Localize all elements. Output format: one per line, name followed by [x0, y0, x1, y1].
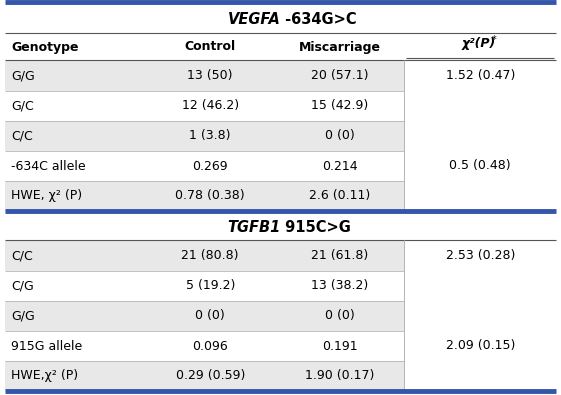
Bar: [5, 214, 556, 240]
Bar: [404, 91, 556, 121]
Text: 13 (38.2): 13 (38.2): [311, 280, 369, 293]
Text: χ²(P): χ²(P): [461, 38, 495, 51]
Text: 2.6 (0.11): 2.6 (0.11): [309, 190, 370, 203]
Text: 1.52 (0.47): 1.52 (0.47): [445, 70, 515, 83]
Bar: [5, 331, 404, 361]
Bar: [5, 5, 556, 33]
Text: G/G: G/G: [11, 310, 35, 322]
Text: 0.191: 0.191: [322, 339, 357, 352]
Text: C/C: C/C: [11, 250, 33, 263]
Bar: [404, 271, 556, 301]
Text: 0.5 (0.48): 0.5 (0.48): [449, 160, 511, 173]
Text: VEGFA: VEGFA: [228, 11, 280, 26]
Text: -634G>C: -634G>C: [280, 11, 357, 26]
Text: HWE, χ² (P): HWE, χ² (P): [11, 190, 82, 203]
Bar: [404, 61, 556, 91]
Text: 0.269: 0.269: [192, 160, 228, 173]
Bar: [404, 361, 556, 391]
Text: 1 (3.8): 1 (3.8): [190, 130, 231, 143]
Text: 21 (61.8): 21 (61.8): [311, 250, 369, 263]
Bar: [404, 301, 556, 331]
Text: HWE,χ² (P): HWE,χ² (P): [11, 369, 78, 382]
Text: G/G: G/G: [11, 70, 35, 83]
Text: 2.09 (0.15): 2.09 (0.15): [445, 339, 515, 352]
Text: 5 (19.2): 5 (19.2): [186, 280, 235, 293]
Text: 915C>G: 915C>G: [280, 220, 351, 235]
Text: C/C: C/C: [11, 130, 33, 143]
Text: TGFB1: TGFB1: [227, 220, 280, 235]
Bar: [5, 241, 404, 271]
Text: 0 (0): 0 (0): [325, 310, 355, 322]
Bar: [5, 361, 404, 391]
Text: *: *: [492, 35, 496, 45]
Bar: [404, 151, 556, 181]
Text: 21 (80.8): 21 (80.8): [182, 250, 239, 263]
Text: Control: Control: [185, 41, 236, 53]
Text: 0 (0): 0 (0): [195, 310, 225, 322]
Text: 0.096: 0.096: [192, 339, 228, 352]
Bar: [404, 181, 556, 211]
Text: 1.90 (0.17): 1.90 (0.17): [305, 369, 374, 382]
Text: C/G: C/G: [11, 280, 34, 293]
Text: -634C allele: -634C allele: [11, 160, 86, 173]
Text: Genotype: Genotype: [11, 41, 79, 53]
Bar: [404, 121, 556, 151]
Text: 12 (46.2): 12 (46.2): [182, 100, 239, 113]
Text: 2.53 (0.28): 2.53 (0.28): [445, 250, 515, 263]
Text: 20 (57.1): 20 (57.1): [311, 70, 369, 83]
Bar: [5, 121, 404, 151]
Bar: [5, 181, 404, 211]
Text: 13 (50): 13 (50): [187, 70, 233, 83]
Text: Miscarriage: Miscarriage: [298, 41, 381, 53]
Bar: [5, 91, 404, 121]
Bar: [5, 271, 404, 301]
Text: G/C: G/C: [11, 100, 34, 113]
Text: 0 (0): 0 (0): [325, 130, 355, 143]
Text: 0.214: 0.214: [322, 160, 357, 173]
Bar: [404, 331, 556, 361]
Text: 0.78 (0.38): 0.78 (0.38): [176, 190, 245, 203]
Text: 915G allele: 915G allele: [11, 339, 82, 352]
Text: 0.29 (0.59): 0.29 (0.59): [176, 369, 245, 382]
Text: 15 (42.9): 15 (42.9): [311, 100, 369, 113]
Bar: [5, 61, 404, 91]
Bar: [5, 151, 404, 181]
Bar: [5, 34, 556, 60]
Bar: [404, 241, 556, 271]
Bar: [5, 301, 404, 331]
